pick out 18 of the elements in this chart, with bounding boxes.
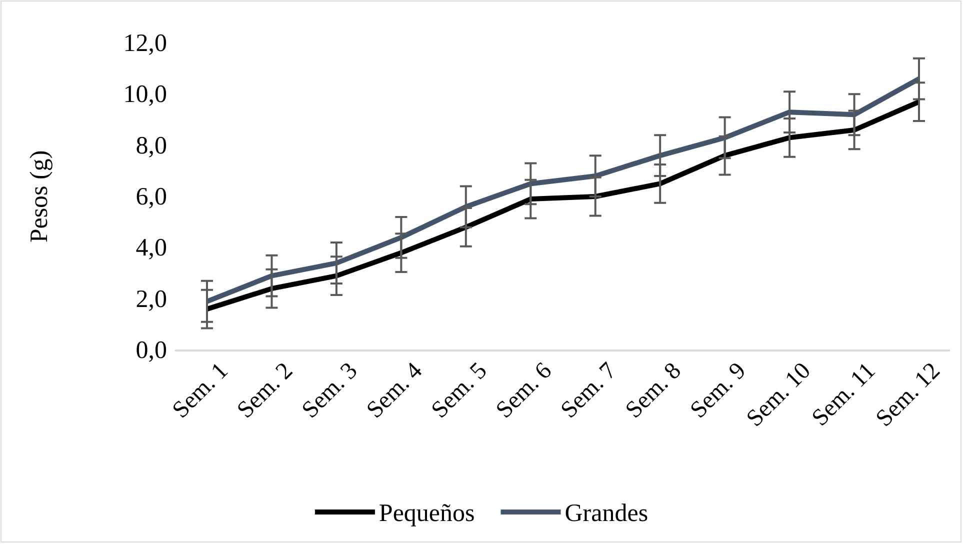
legend-label: Pequeños bbox=[378, 500, 475, 527]
y-tick-label: 12,0 bbox=[123, 30, 167, 57]
y-tick-label: 0,0 bbox=[136, 337, 167, 364]
x-tick-label: Sem. 8 bbox=[620, 358, 686, 424]
y-tick-label: 8,0 bbox=[136, 132, 167, 160]
x-tick-label: Sem. 4 bbox=[362, 358, 428, 424]
x-tick-label: Sem. 7 bbox=[556, 358, 622, 424]
x-tick-label: Sem. 1 bbox=[168, 358, 234, 424]
x-tick-label: Sem. 3 bbox=[297, 358, 363, 424]
y-tick-label: 2,0 bbox=[136, 286, 167, 313]
legend-label: Grandes bbox=[564, 500, 648, 527]
y-tick-label: 10,0 bbox=[123, 81, 167, 108]
y-axis-title: Pesos (g) bbox=[26, 150, 53, 243]
x-tick-label: Sem. 2 bbox=[232, 358, 298, 424]
y-tick-label: 4,0 bbox=[136, 234, 167, 262]
y-tick-label: 6,0 bbox=[136, 184, 167, 210]
x-tick-label: Sem. 5 bbox=[426, 358, 492, 424]
x-tick-label: Sem. 6 bbox=[491, 358, 557, 424]
